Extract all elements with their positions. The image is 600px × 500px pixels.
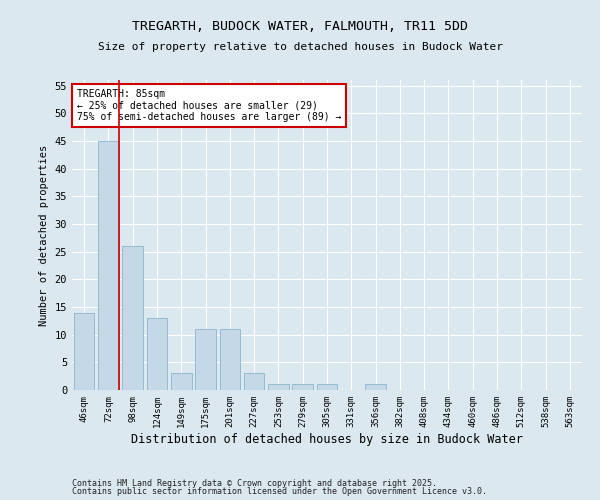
Bar [98,141,119,390]
Text: Size of property relative to detached houses in Budock Water: Size of property relative to detached ho… [97,42,503,52]
Text: TREGARTH: 85sqm
← 25% of detached houses are smaller (29)
75% of semi-detached h: TREGARTH: 85sqm ← 25% of detached houses… [77,90,341,122]
Bar [122,246,143,390]
Bar [292,384,313,390]
Y-axis label: Number of detached properties: Number of detached properties [39,144,49,326]
Bar [244,374,265,390]
Text: Contains HM Land Registry data © Crown copyright and database right 2025.: Contains HM Land Registry data © Crown c… [72,478,437,488]
Bar [74,312,94,390]
Bar [268,384,289,390]
Bar [317,384,337,390]
X-axis label: Distribution of detached houses by size in Budock Water: Distribution of detached houses by size … [131,432,523,446]
Bar [365,384,386,390]
Bar [220,329,240,390]
Text: TREGARTH, BUDOCK WATER, FALMOUTH, TR11 5DD: TREGARTH, BUDOCK WATER, FALMOUTH, TR11 5… [132,20,468,33]
Bar [171,374,191,390]
Bar [146,318,167,390]
Text: Contains public sector information licensed under the Open Government Licence v3: Contains public sector information licen… [72,487,487,496]
Bar [195,329,216,390]
